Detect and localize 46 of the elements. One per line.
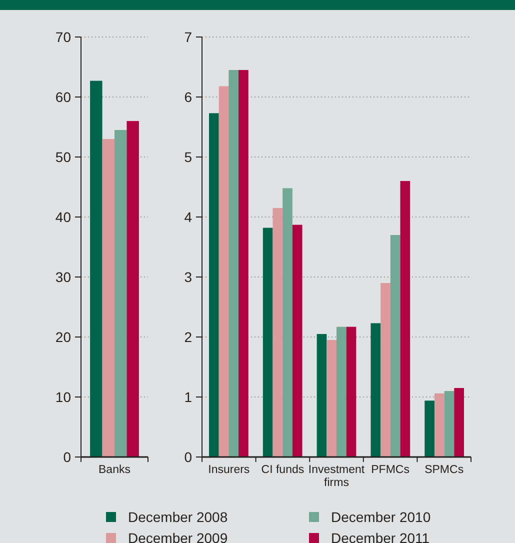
y-tick-label: 50 [55, 148, 72, 165]
y-tick-label: 3 [184, 268, 192, 285]
x-tick-label: Banks [98, 464, 131, 476]
y-tick-label: 20 [55, 328, 72, 345]
bar [370, 323, 381, 457]
y-tick-label: 70 [55, 28, 72, 45]
y-tick-label: 7 [184, 28, 192, 45]
bar [346, 326, 356, 457]
y-tick-label: 4 [184, 208, 192, 225]
bar [434, 393, 444, 457]
y-tick-label: 0 [63, 448, 72, 465]
legend-label: December 2010 [331, 508, 431, 525]
y-tick-label: 60 [55, 88, 72, 105]
x-tick-label: SPMCs [424, 464, 464, 476]
x-tick-label: CI funds [261, 464, 304, 476]
legend-label: December 2009 [128, 530, 228, 543]
bar [380, 283, 390, 457]
x-tick-label: PFMCs [371, 464, 410, 476]
bar [238, 70, 248, 457]
bar [218, 86, 229, 457]
bar [444, 391, 454, 457]
bar [316, 334, 327, 457]
bar [326, 340, 336, 457]
y-tick-label: 1 [184, 388, 192, 405]
bar [228, 70, 239, 457]
bar [336, 326, 346, 457]
y-tick-label: 5 [184, 148, 192, 165]
y-tick-label: 40 [55, 208, 72, 225]
legend-label: December 2008 [128, 508, 228, 525]
y-tick-label: 10 [55, 388, 72, 405]
bar [282, 188, 292, 457]
bar [262, 228, 273, 457]
bar [390, 235, 400, 457]
bar [272, 208, 283, 457]
bar [209, 113, 219, 457]
y-tick-label: 0 [184, 448, 192, 465]
bar [292, 224, 302, 457]
legend-label: December 2011 [331, 530, 430, 543]
bar [424, 400, 434, 457]
y-tick-label: 2 [184, 328, 192, 345]
x-tick-label: Insurers [208, 464, 250, 476]
bar [454, 388, 464, 457]
y-tick-label: 30 [55, 268, 72, 285]
y-tick-label: 6 [184, 88, 192, 105]
bar [400, 181, 410, 457]
x-tick-label: Investment firms [308, 464, 366, 489]
